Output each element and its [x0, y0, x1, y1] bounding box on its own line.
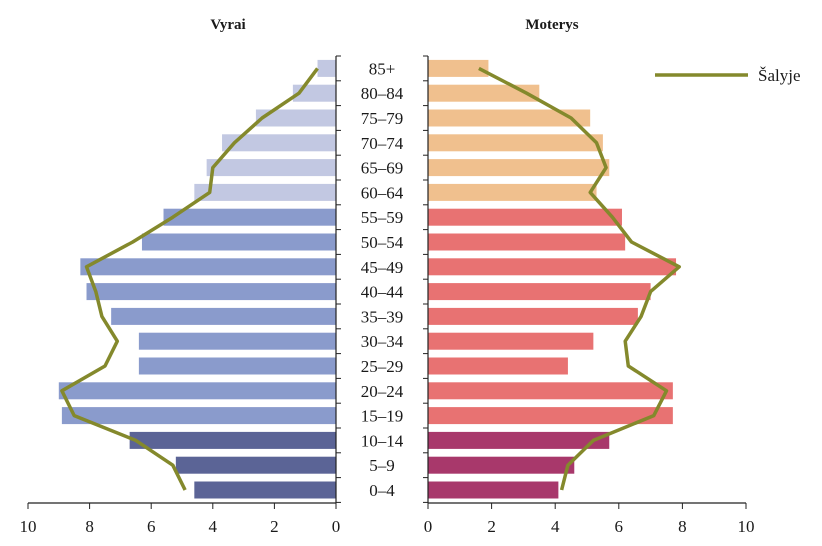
female-tick-label: 8 [678, 517, 687, 536]
female-bar-25–29 [428, 357, 568, 375]
male-bar-55–59 [163, 208, 336, 226]
female-country-line [478, 66, 681, 491]
female-bar-60–64 [428, 183, 597, 201]
male-tick-label: 0 [332, 517, 341, 536]
male-bar-50–54 [141, 233, 336, 251]
age-label-5–9: 5–9 [369, 456, 395, 475]
male-bar-65–69 [206, 159, 336, 177]
age-label-70–74: 70–74 [361, 134, 404, 153]
female-tick-label: 4 [551, 517, 560, 536]
age-label-20–24: 20–24 [361, 382, 404, 401]
female-tick-label: 6 [615, 517, 624, 536]
male-bar-0–4 [194, 481, 336, 499]
x-axis-ticks: 10 8 6 4 2 0 0 2 4 6 8 10 [20, 503, 755, 536]
male-bar-60–64 [194, 183, 336, 201]
legend: Šalyje [655, 66, 801, 85]
female-bar-75–79 [428, 109, 591, 127]
age-label-10–14: 10–14 [361, 431, 404, 450]
age-label-45–49: 45–49 [361, 258, 404, 277]
male-tick-label: 2 [270, 517, 279, 536]
female-bar-55–59 [428, 208, 622, 226]
age-label-85+: 85+ [369, 59, 396, 78]
male-bar-75–79 [255, 109, 336, 127]
age-label-0–4: 0–4 [369, 481, 395, 500]
male-tick-label: 10 [20, 517, 37, 536]
male-bar-30–34 [138, 332, 336, 350]
age-label-30–34: 30–34 [361, 332, 404, 351]
age-label-80–84: 80–84 [361, 84, 404, 103]
female-bar-65–69 [428, 159, 610, 177]
male-bar-35–39 [111, 307, 336, 325]
age-label-50–54: 50–54 [361, 233, 404, 252]
female-bar-15–19 [428, 407, 673, 425]
female-bar-50–54 [428, 233, 626, 251]
age-group-labels: 0–4 5–9 10–14 15–19 20–24 25–29 30–34 35–39 40–4… [361, 59, 404, 500]
male-bar-45–49 [80, 258, 336, 276]
age-label-15–19: 15–19 [361, 407, 404, 426]
female-bar-0–4 [428, 481, 559, 499]
female-bar-35–39 [428, 307, 638, 325]
female-tick-label: 10 [738, 517, 755, 536]
female-bars [428, 59, 677, 499]
female-bar-40–44 [428, 283, 651, 301]
female-bar-45–49 [428, 258, 677, 276]
male-bar-25–29 [138, 357, 336, 375]
male-bar-70–74 [222, 134, 336, 152]
female-bar-30–34 [428, 332, 594, 350]
male-bar-20–24 [58, 382, 337, 400]
axes [28, 55, 746, 504]
male-tick-label: 6 [147, 517, 156, 536]
male-bar-15–19 [61, 407, 336, 425]
male-bar-5–9 [175, 456, 336, 474]
male-panel-title: Vyrai [210, 17, 245, 33]
female-tick-label: 2 [487, 517, 496, 536]
female-bar-10–14 [428, 431, 610, 449]
male-country-line [60, 67, 319, 491]
female-panel-title: Moterys [525, 17, 578, 33]
male-bars [58, 59, 337, 499]
age-label-60–64: 60–64 [361, 183, 404, 202]
age-label-35–39: 35–39 [361, 307, 404, 326]
male-bar-10–14 [129, 431, 336, 449]
age-label-55–59: 55–59 [361, 208, 404, 227]
country-lines [60, 66, 681, 491]
female-tick-label: 0 [424, 517, 433, 536]
female-bar-20–24 [428, 382, 673, 400]
age-label-65–69: 65–69 [361, 159, 404, 178]
age-label-25–29: 25–29 [361, 357, 404, 376]
male-tick-label: 4 [209, 517, 218, 536]
age-label-40–44: 40–44 [361, 283, 404, 302]
female-bar-70–74 [428, 134, 603, 152]
age-label-75–79: 75–79 [361, 109, 404, 128]
female-bar-80–84 [428, 84, 540, 102]
male-bar-40–44 [86, 283, 337, 301]
male-tick-label: 8 [85, 517, 94, 536]
legend-label: Šalyje [758, 66, 801, 85]
female-bar-5–9 [428, 456, 575, 474]
female-bar-85+ [428, 59, 489, 77]
male-bar-85+ [317, 59, 336, 77]
